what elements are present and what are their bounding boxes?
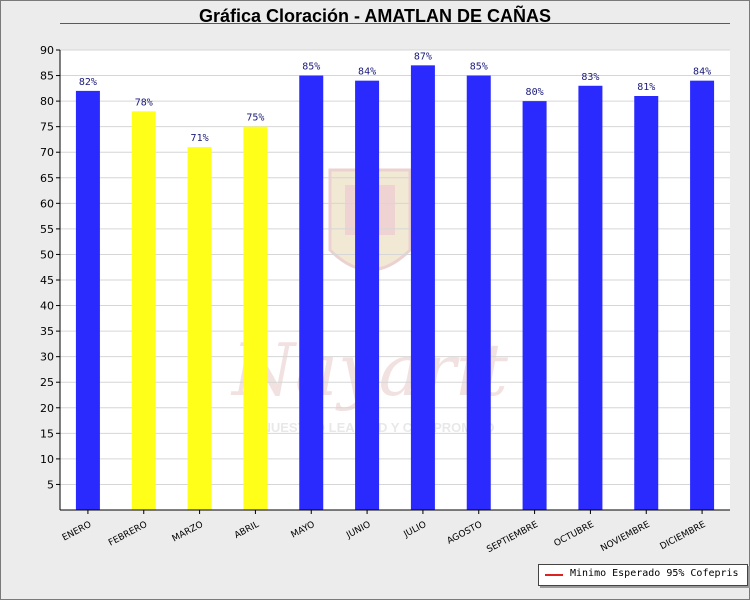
bar-septiembre [522, 101, 547, 510]
y-tick-label: 15 [40, 427, 54, 440]
y-tick-label: 70 [40, 146, 54, 159]
y-tick-label: 60 [40, 197, 54, 210]
bar-diciembre [690, 80, 715, 511]
x-axis-ticks: ENERO FEBRERO MARZO ABRIL MAYO JUNIO JULIO AGOS… [61, 510, 708, 555]
bar-marzo [187, 147, 212, 510]
bars [75, 65, 715, 511]
data-label: 85% [302, 62, 320, 73]
y-tick-label: 50 [40, 248, 54, 261]
y-tick-label: 20 [40, 402, 54, 415]
data-label: 87% [414, 51, 432, 62]
legend-swatch [545, 574, 563, 576]
x-tick-label: FEBRERO [107, 520, 149, 549]
reference-line [60, 23, 730, 24]
bar-abril [243, 126, 268, 511]
data-label: 80% [526, 87, 544, 98]
gridlines [60, 49, 730, 485]
x-tick-label: JULIO [402, 520, 429, 541]
y-tick-label: 30 [40, 351, 54, 364]
x-tick-label: ENERO [61, 520, 93, 544]
y-tick-label: 65 [40, 172, 54, 185]
y-tick-label: 10 [40, 453, 54, 466]
y-tick-label: 35 [40, 325, 54, 338]
y-tick-label: 5 [47, 478, 54, 491]
bar-julio [410, 65, 435, 510]
data-label: 75% [246, 113, 264, 124]
data-label: 81% [637, 82, 655, 93]
y-tick-label: 40 [40, 300, 54, 313]
data-label: 85% [470, 62, 488, 73]
data-label: 83% [581, 72, 599, 83]
x-tick-label: ABRIL [233, 520, 261, 541]
data-labels: 82% 78% 71% 75% 85% 84% 87% 85% 80% 83% 81% 84% [79, 51, 711, 144]
bar-febrero [131, 111, 156, 510]
x-tick-label: DICIEMBRE [659, 520, 708, 552]
x-tick-label: OCTUBRE [553, 520, 596, 549]
data-label: 71% [191, 133, 209, 144]
legend: Minimo Esperado 95% Cofepris [538, 564, 748, 586]
y-tick-label: 80 [40, 95, 54, 108]
y-tick-label: 45 [40, 274, 54, 287]
data-label: 84% [693, 67, 711, 78]
bar-noviembre [634, 96, 659, 510]
bar-junio [355, 80, 380, 511]
x-tick-label: MAYO [290, 520, 317, 541]
y-tick-label: 25 [40, 376, 54, 389]
bar-mayo [299, 75, 324, 511]
bar-octubre [578, 85, 603, 511]
data-label: 78% [135, 97, 153, 108]
x-tick-label: MARZO [171, 520, 205, 545]
x-tick-label: NOVIEMBRE [599, 520, 652, 554]
x-tick-label: JUNIO [344, 520, 372, 541]
y-tick-label: 85 [40, 70, 54, 83]
data-label: 84% [358, 67, 376, 78]
y-tick-label: 55 [40, 223, 54, 236]
y-tick-label: 75 [40, 121, 54, 134]
y-axis-ticks: 5 10 15 20 25 30 35 40 45 50 55 60 65 70 75 80 85 90 [40, 44, 60, 491]
data-label: 82% [79, 77, 97, 88]
bar-agosto [466, 75, 491, 511]
bar-enero [75, 90, 100, 510]
y-tick-label: 90 [40, 44, 54, 57]
chart-title: Gráfica Cloración - AMATLAN DE CAÑAS [198, 6, 552, 26]
x-tick-label: SEPTIEMBRE [485, 520, 540, 556]
x-tick-label: AGOSTO [446, 520, 485, 547]
legend-label: Minimo Esperado 95% Cofepris [570, 568, 739, 579]
